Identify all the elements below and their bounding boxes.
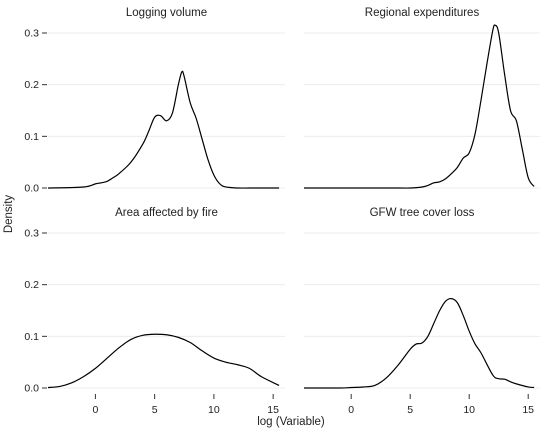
- density-curve-gfw-tree-cover-loss: [303, 297, 535, 389]
- density-curve-logging-volume: [47, 70, 280, 189]
- panel-gfw-tree-cover-loss: GFW tree cover loss 0 5 10 15: [303, 207, 540, 416]
- y-tick-label: 0.3: [24, 28, 39, 40]
- panel-title: Area affected by fire: [115, 207, 218, 219]
- x-tick-label: 0: [348, 404, 354, 416]
- y-tick-label: 0.1: [24, 331, 39, 343]
- panel-title: Logging volume: [126, 7, 207, 19]
- panel-regional-expenditures: Regional expenditures: [304, 7, 540, 189]
- y-tick-label: 0.3: [24, 228, 39, 240]
- panel-logging-volume: Logging volume 0.0 0.1 0.2 0.3: [24, 7, 285, 195]
- panel-area-affected-by-fire: Area affected by fire 0.0 0.1 0.2 0.3 0 5 10 15: [24, 207, 285, 416]
- density-curve-area-affected-by-fire: [47, 333, 280, 389]
- x-tick-label: 10: [208, 404, 220, 416]
- x-tick-label: 0: [92, 404, 98, 416]
- y-tick-label: 0.2: [24, 279, 39, 291]
- y-tick-label: 0.0: [24, 383, 39, 395]
- x-tick-label: 5: [407, 404, 413, 416]
- x-tick-label: 15: [267, 404, 279, 416]
- y-tick-label: 0.2: [24, 79, 39, 91]
- density-curve-regional-expenditures: [304, 24, 535, 189]
- x-tick-label: 15: [522, 404, 534, 416]
- panel-title: Regional expenditures: [365, 7, 480, 19]
- x-tick-label: 5: [152, 404, 158, 416]
- y-tick-label: 0.1: [24, 131, 39, 143]
- x-tick-label: 10: [463, 404, 475, 416]
- x-axis-title: log (Variable): [257, 416, 325, 428]
- y-tick-label: 0.0: [24, 183, 39, 195]
- y-axis-title: Density: [3, 195, 15, 234]
- panel-title: GFW tree cover loss: [370, 207, 475, 219]
